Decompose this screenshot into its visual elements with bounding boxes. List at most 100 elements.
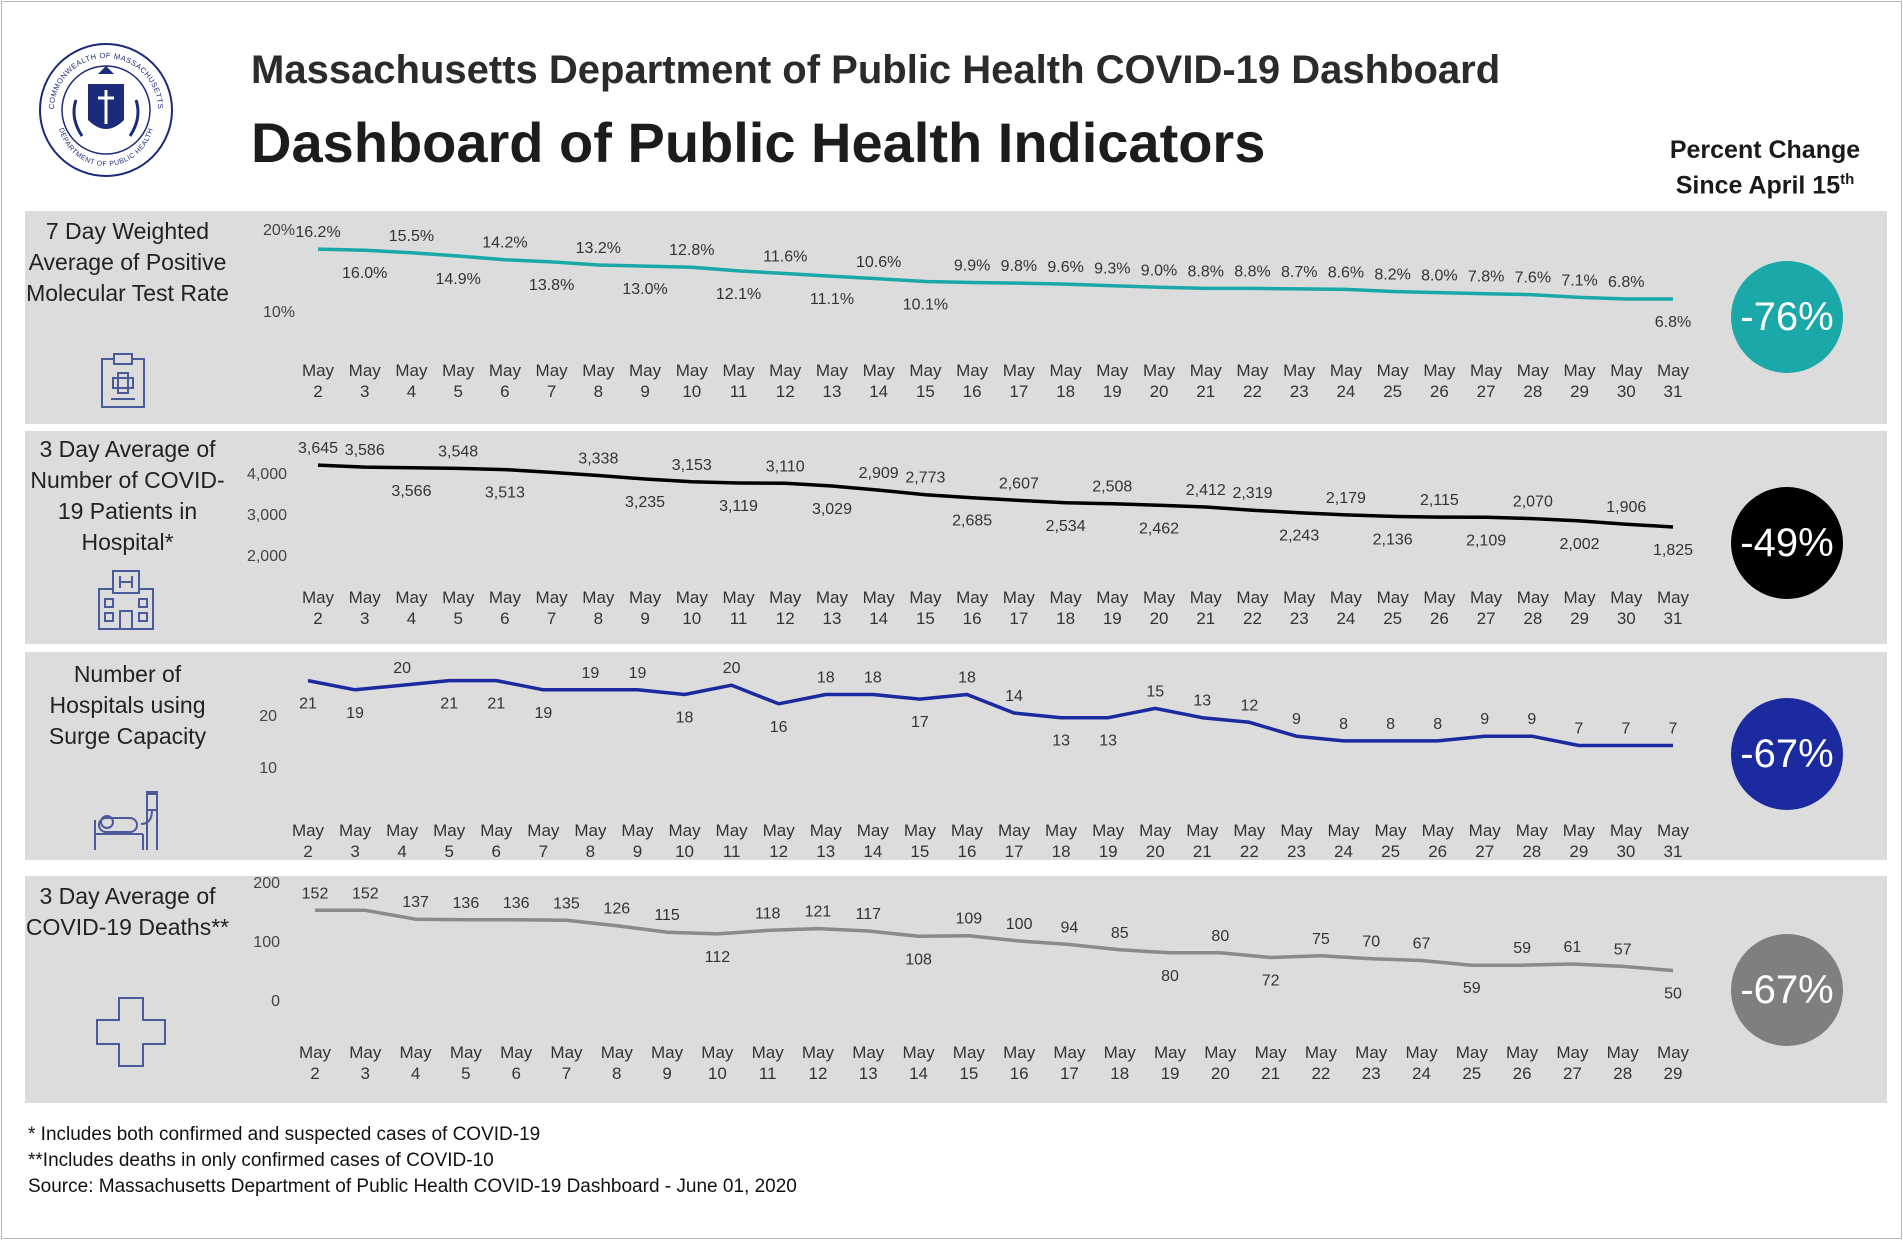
x-tick-day: 8 — [612, 1064, 621, 1083]
x-tick-month: May — [629, 588, 662, 607]
x-tick-day: 26 — [1428, 842, 1447, 860]
data-label: 7 — [1669, 721, 1678, 738]
x-tick-month: May — [349, 588, 382, 607]
y-tick-label: 0 — [271, 993, 280, 1010]
x-tick-day: 5 — [453, 382, 462, 401]
x-tick-month: May — [1092, 821, 1125, 840]
x-tick-month: May — [651, 1043, 684, 1062]
x-tick-day: 22 — [1243, 609, 1262, 628]
data-label: 8.0% — [1421, 268, 1457, 285]
percent-change-line1: Percent Change — [1669, 136, 1861, 164]
x-tick-month: May — [349, 1043, 382, 1062]
data-label: 7.6% — [1515, 270, 1551, 287]
x-tick-day: 9 — [633, 842, 642, 860]
x-tick-day: 11 — [730, 609, 748, 628]
x-tick-day: 28 — [1523, 609, 1542, 628]
data-label: 135 — [553, 895, 580, 912]
data-label: 13.2% — [576, 240, 621, 257]
x-tick-day: 4 — [397, 842, 406, 860]
x-tick-day: 2 — [303, 842, 312, 860]
x-tick-month: May — [1563, 588, 1596, 607]
x-tick-month: May — [1377, 588, 1410, 607]
data-label: 8.8% — [1188, 263, 1224, 280]
data-label: 7 — [1574, 721, 1583, 738]
x-tick-day: 23 — [1290, 382, 1309, 401]
data-label: 21 — [299, 696, 317, 713]
x-tick-month: May — [668, 821, 701, 840]
data-label: 18 — [958, 669, 976, 686]
x-tick-day: 30 — [1617, 382, 1636, 401]
data-label: 3,566 — [391, 483, 431, 500]
y-tick-label: 100 — [253, 934, 280, 951]
clipboard-icon — [101, 353, 145, 408]
x-tick-month: May — [1423, 361, 1456, 380]
x-tick-day: 12 — [809, 1064, 828, 1083]
data-label: 3,029 — [812, 501, 852, 518]
x-tick-day: 8 — [594, 382, 603, 401]
data-label: 11.1% — [810, 291, 854, 308]
data-label: 9 — [1480, 711, 1489, 728]
x-tick-month: May — [1154, 1043, 1187, 1062]
data-label: 8 — [1339, 716, 1348, 733]
data-label: 117 — [856, 906, 882, 923]
x-tick-day: 23 — [1362, 1064, 1381, 1083]
data-label: 2,462 — [1139, 520, 1179, 537]
x-tick-day: 8 — [586, 842, 595, 860]
x-tick-day: 16 — [958, 842, 977, 860]
x-tick-month: May — [863, 588, 896, 607]
data-label: 11.6% — [763, 249, 807, 266]
data-label: 2,115 — [1420, 492, 1459, 509]
data-label: 9.6% — [1047, 259, 1083, 276]
x-tick-day: 30 — [1617, 609, 1636, 628]
x-tick-day: 15 — [916, 609, 935, 628]
series-line — [317, 463, 1674, 529]
data-label: 3,513 — [485, 485, 525, 502]
x-tick-month: May — [676, 361, 709, 380]
x-tick-day: 28 — [1613, 1064, 1632, 1083]
x-tick-day: 17 — [1060, 1064, 1079, 1083]
data-label: 61 — [1564, 939, 1582, 956]
x-tick-day: 30 — [1616, 842, 1635, 860]
x-tick-day: 26 — [1513, 1064, 1532, 1083]
hospital-bed-icon — [94, 791, 158, 850]
source-note: Source: Massachusetts Department of Publ… — [28, 1176, 797, 1197]
x-tick-month: May — [810, 821, 843, 840]
data-label: 12.8% — [669, 242, 714, 259]
x-tick-month: May — [400, 1043, 433, 1062]
data-label: 17 — [911, 714, 929, 731]
x-tick-month: May — [395, 588, 428, 607]
x-tick-day: 11 — [730, 382, 748, 401]
data-label: 19 — [582, 665, 600, 682]
data-label: 16.0% — [342, 265, 387, 282]
medical-cross-icon — [96, 997, 166, 1067]
data-label: 115 — [654, 907, 680, 924]
x-tick-day: 27 — [1477, 609, 1496, 628]
x-tick-month: May — [1143, 588, 1176, 607]
x-tick-month: May — [442, 361, 475, 380]
data-label: 2,319 — [1232, 485, 1272, 502]
x-tick-month: May — [302, 588, 335, 607]
x-tick-day: 14 — [863, 842, 882, 860]
data-label: 67 — [1413, 935, 1431, 952]
x-tick-day: 20 — [1146, 842, 1165, 860]
x-tick-day: 17 — [1009, 609, 1028, 628]
x-tick-month: May — [769, 588, 802, 607]
x-tick-month: May — [951, 821, 984, 840]
x-tick-month: May — [676, 588, 709, 607]
data-label: 15 — [1146, 683, 1164, 700]
data-label: 2,109 — [1466, 532, 1506, 549]
x-tick-month: May — [1556, 1043, 1589, 1062]
x-tick-month: May — [1330, 588, 1363, 607]
x-tick-month: May — [339, 821, 372, 840]
data-label: 8.7% — [1281, 264, 1317, 281]
x-tick-month: May — [1186, 821, 1219, 840]
x-tick-month: May — [621, 821, 654, 840]
x-tick-month: May — [909, 361, 942, 380]
x-tick-month: May — [1096, 361, 1129, 380]
x-tick-month: May — [1190, 361, 1223, 380]
x-tick-day: 22 — [1240, 842, 1259, 860]
x-tick-day: 23 — [1290, 609, 1309, 628]
panel-label: 7 Day Weighted Average of Positive Molec… — [26, 218, 229, 306]
x-tick-day: 4 — [407, 609, 416, 628]
x-tick-month: May — [1563, 821, 1596, 840]
